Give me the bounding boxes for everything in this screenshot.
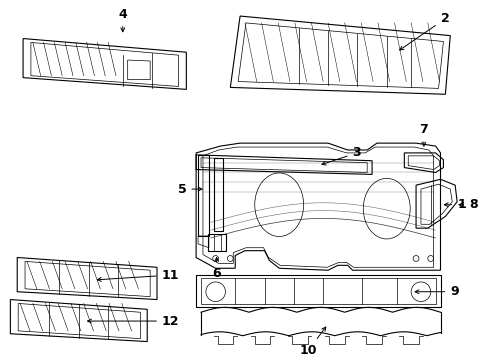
Text: 7: 7 (419, 123, 427, 146)
Text: 4: 4 (118, 8, 127, 32)
Text: 8: 8 (458, 198, 476, 211)
Text: 3: 3 (321, 147, 361, 165)
Text: 1: 1 (444, 198, 465, 211)
Text: 5: 5 (177, 183, 202, 195)
Text: 6: 6 (212, 257, 221, 280)
Text: 10: 10 (299, 327, 325, 356)
Text: 11: 11 (97, 269, 179, 282)
Text: 9: 9 (414, 285, 458, 298)
Text: 2: 2 (399, 13, 448, 50)
Text: 12: 12 (87, 315, 179, 328)
